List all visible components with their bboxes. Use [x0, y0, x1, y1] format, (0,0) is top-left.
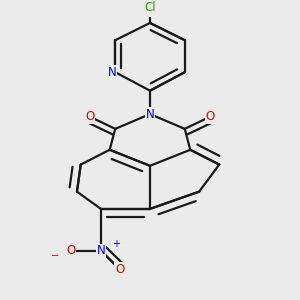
Text: N: N	[146, 108, 154, 121]
Text: O: O	[66, 244, 75, 257]
Text: O: O	[85, 110, 94, 123]
Text: N: N	[107, 66, 116, 79]
Text: O: O	[206, 110, 215, 123]
Text: N: N	[97, 244, 105, 257]
Text: +: +	[112, 239, 120, 249]
Text: O: O	[115, 263, 124, 276]
Text: −: −	[51, 251, 59, 261]
Text: Cl: Cl	[144, 1, 156, 14]
